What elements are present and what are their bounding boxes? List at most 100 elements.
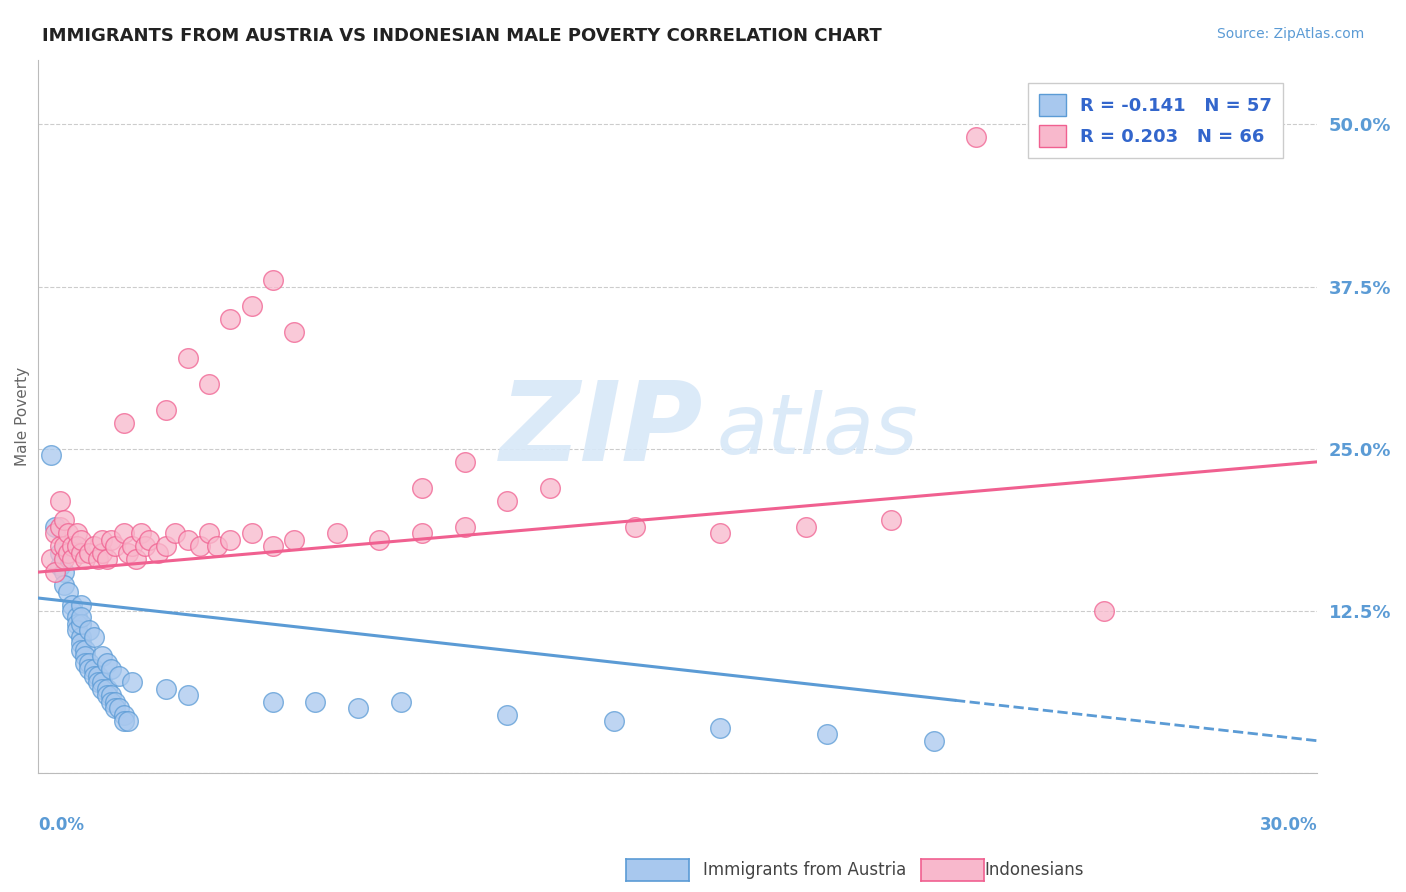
Text: ZIP: ZIP [501, 377, 703, 484]
Point [709, 526, 731, 541]
Point [496, 707, 519, 722]
Point [91, 681, 114, 696]
Point [75, 552, 97, 566]
Point [70, 643, 93, 657]
Point [262, 695, 284, 709]
Point [52, 552, 75, 566]
Point [240, 526, 263, 541]
Point [347, 701, 370, 715]
Point [709, 721, 731, 735]
Point [219, 533, 242, 547]
Point [48, 493, 70, 508]
Point [79, 546, 101, 560]
Point [39, 552, 62, 566]
Point [87, 675, 110, 690]
Point [56, 584, 79, 599]
Point [104, 695, 127, 709]
Point [96, 681, 118, 696]
Point [52, 539, 75, 553]
Point [815, 727, 838, 741]
Point [121, 539, 143, 553]
Point [91, 675, 114, 690]
Point [87, 669, 110, 683]
Text: 30.0%: 30.0% [1260, 816, 1317, 834]
Point [75, 643, 97, 657]
Point [70, 598, 93, 612]
Point [117, 546, 139, 560]
Point [155, 539, 177, 553]
Point [48, 558, 70, 573]
Point [100, 662, 122, 676]
Point [198, 376, 221, 391]
Text: IMMIGRANTS FROM AUSTRIA VS INDONESIAN MALE POVERTY CORRELATION CHART: IMMIGRANTS FROM AUSTRIA VS INDONESIAN MA… [42, 27, 882, 45]
Point [155, 681, 177, 696]
Point [304, 695, 326, 709]
Point [66, 539, 89, 553]
Point [262, 273, 284, 287]
Point [96, 689, 118, 703]
Point [48, 519, 70, 533]
Point [70, 546, 93, 560]
Text: Source: ZipAtlas.com: Source: ZipAtlas.com [1216, 27, 1364, 41]
Point [880, 513, 903, 527]
Legend: R = -0.141   N = 57, R = 0.203   N = 66: R = -0.141 N = 57, R = 0.203 N = 66 [1028, 83, 1282, 158]
Point [75, 649, 97, 664]
Y-axis label: Male Poverty: Male Poverty [15, 367, 30, 466]
Point [104, 701, 127, 715]
Point [66, 624, 89, 638]
Point [112, 707, 135, 722]
Point [117, 714, 139, 729]
Point [454, 519, 477, 533]
Point [283, 325, 305, 339]
Point [411, 481, 433, 495]
Point [96, 656, 118, 670]
Point [496, 493, 519, 508]
Point [62, 598, 84, 612]
Point [66, 617, 89, 632]
Point [75, 656, 97, 670]
Point [70, 610, 93, 624]
Point [104, 539, 127, 553]
Point [83, 539, 105, 553]
Point [794, 519, 817, 533]
Point [1092, 604, 1115, 618]
Point [176, 351, 198, 365]
Point [538, 481, 561, 495]
Point [91, 546, 114, 560]
Point [389, 695, 412, 709]
Point [62, 604, 84, 618]
Point [79, 624, 101, 638]
Point [44, 519, 66, 533]
Point [198, 526, 221, 541]
Point [56, 546, 79, 560]
Point [965, 130, 987, 145]
Point [91, 533, 114, 547]
Point [39, 448, 62, 462]
Point [108, 669, 131, 683]
Point [188, 539, 211, 553]
Point [44, 526, 66, 541]
Point [52, 578, 75, 592]
Point [112, 714, 135, 729]
Point [326, 526, 349, 541]
Point [66, 526, 89, 541]
Point [922, 733, 945, 747]
Point [91, 649, 114, 664]
Point [163, 526, 186, 541]
Point [83, 630, 105, 644]
Point [240, 299, 263, 313]
Point [79, 662, 101, 676]
Point [262, 539, 284, 553]
Point [100, 695, 122, 709]
Point [134, 539, 156, 553]
Point [56, 526, 79, 541]
Point [48, 539, 70, 553]
Text: 0.0%: 0.0% [38, 816, 84, 834]
Point [70, 533, 93, 547]
Point [411, 526, 433, 541]
Point [83, 669, 105, 683]
Point [62, 552, 84, 566]
Point [138, 533, 160, 547]
Text: Indonesians: Indonesians [984, 861, 1084, 879]
Point [70, 617, 93, 632]
